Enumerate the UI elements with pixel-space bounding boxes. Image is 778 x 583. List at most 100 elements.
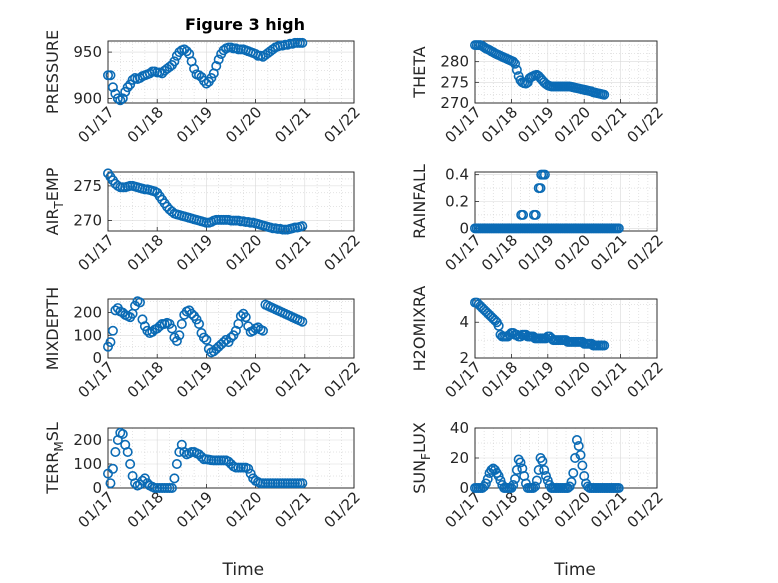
y-tick-label: 0: [459, 479, 469, 497]
x-tick-label: 01/18: [478, 103, 521, 146]
x-tick-label: 01/19: [514, 103, 557, 146]
y-tick-label: 20: [450, 449, 469, 467]
axes-frame: [474, 298, 658, 359]
data-point: [537, 455, 548, 466]
x-tick-label: 01/21: [271, 103, 314, 146]
data-point: [240, 312, 251, 323]
data-point: [297, 478, 308, 489]
data-point: [482, 473, 493, 484]
data-point: [107, 463, 118, 474]
x-tick-label: 01/22: [624, 488, 667, 531]
y-tick-label: 200: [73, 431, 102, 449]
x-tick-label: 01/21: [271, 488, 314, 531]
x-tick-label: 01/21: [271, 231, 314, 274]
data-point: [174, 47, 185, 58]
data-point: [122, 446, 133, 457]
y-axis-label: TERRMSL: [43, 422, 66, 495]
data-point: [530, 481, 541, 492]
x-tick-label: 01/22: [321, 488, 364, 531]
subplot-theta: 27027528001/1701/1801/1901/2001/2101/22T…: [410, 40, 667, 146]
data-point: [122, 82, 133, 93]
x-tick-label: 01/19: [514, 358, 557, 401]
data-point: [213, 54, 224, 65]
y-axis-label: THETA: [410, 46, 429, 98]
y-tick-label: 0: [459, 219, 469, 237]
data-point: [117, 428, 128, 439]
x-tick-label: 01/21: [587, 231, 630, 274]
data-point: [599, 340, 610, 351]
data-point: [564, 481, 575, 492]
data-point: [243, 463, 254, 474]
subplot-sun-flux: 0204001/1701/1801/1901/2001/2101/22SUNFL…: [410, 419, 667, 580]
x-tick-label: 01/18: [478, 358, 521, 401]
y-axis-label: H2OMIXRA: [410, 286, 429, 372]
x-tick-label: 01/18: [124, 488, 167, 531]
data-point: [166, 482, 177, 493]
y-tick-label: 270: [73, 212, 102, 230]
x-axis-label: Time: [553, 560, 596, 580]
data-point: [198, 332, 209, 343]
x-tick-label: 01/17: [75, 103, 118, 146]
data-point: [570, 452, 581, 463]
x-tick-label: 01/18: [478, 231, 521, 274]
data-point: [297, 37, 308, 48]
data-point: [110, 446, 121, 457]
x-tick-label: 01/17: [75, 231, 118, 274]
data-point: [530, 209, 541, 220]
plot-area: [107, 298, 355, 359]
y-tick-label: 0.4: [445, 166, 469, 184]
data-point: [115, 95, 126, 106]
x-tick-label: 01/20: [222, 488, 265, 531]
subplot-pressure: 900 950 01/17 01/18 01/19 01/20 01/21 01/22 PRES…: [43, 30, 364, 146]
x-tick-label: 01/20: [222, 231, 265, 274]
data-point: [493, 470, 504, 481]
data-point: [510, 58, 521, 69]
x-tick-label: 01/18: [124, 103, 167, 146]
data-point: [117, 93, 128, 104]
y-tick-label: 0: [92, 349, 102, 367]
x-tick-label: 01/21: [587, 358, 630, 401]
data-point: [105, 478, 116, 489]
y-tick-label: 4: [459, 313, 469, 331]
y-tick-label: 200: [73, 304, 102, 322]
data-point: [164, 61, 175, 72]
x-tick-label: 01/22: [624, 358, 667, 401]
data-point: [508, 56, 519, 67]
data-point: [194, 318, 205, 329]
x-tick-label: 01/18: [124, 231, 167, 274]
x-tick-label: 01/22: [624, 103, 667, 146]
data-point: [493, 320, 504, 331]
data-point: [181, 46, 192, 57]
data-point: [510, 473, 521, 484]
data-point: [245, 468, 256, 479]
data-point: [531, 475, 542, 486]
data-point: [613, 223, 624, 234]
data-point: [577, 460, 588, 471]
y-tick-label: 2: [459, 349, 469, 367]
data-point: [511, 64, 522, 75]
data-point: [480, 478, 491, 489]
x-tick-label: 01/17: [442, 231, 485, 274]
data-point: [107, 82, 118, 93]
axes-frame: [107, 427, 355, 489]
y-axis-label: RAINFALL: [410, 164, 429, 239]
x-tick-label: 01/21: [587, 488, 630, 531]
data-point: [171, 335, 182, 346]
y-axis-label: AIRTEMP: [43, 167, 66, 235]
data-point: [171, 458, 182, 469]
x-axis-label: Time: [221, 560, 264, 580]
x-tick-label: 01/22: [321, 358, 364, 401]
y-tick-label: 275: [73, 177, 102, 195]
data-point: [518, 209, 529, 220]
data-point: [613, 482, 624, 493]
y-tick-label: 900: [73, 89, 102, 107]
data-point: [169, 473, 180, 484]
data-point: [235, 311, 246, 322]
axes-frame: [474, 40, 658, 104]
y-tick-label: 0: [92, 479, 102, 497]
data-point: [218, 337, 229, 348]
